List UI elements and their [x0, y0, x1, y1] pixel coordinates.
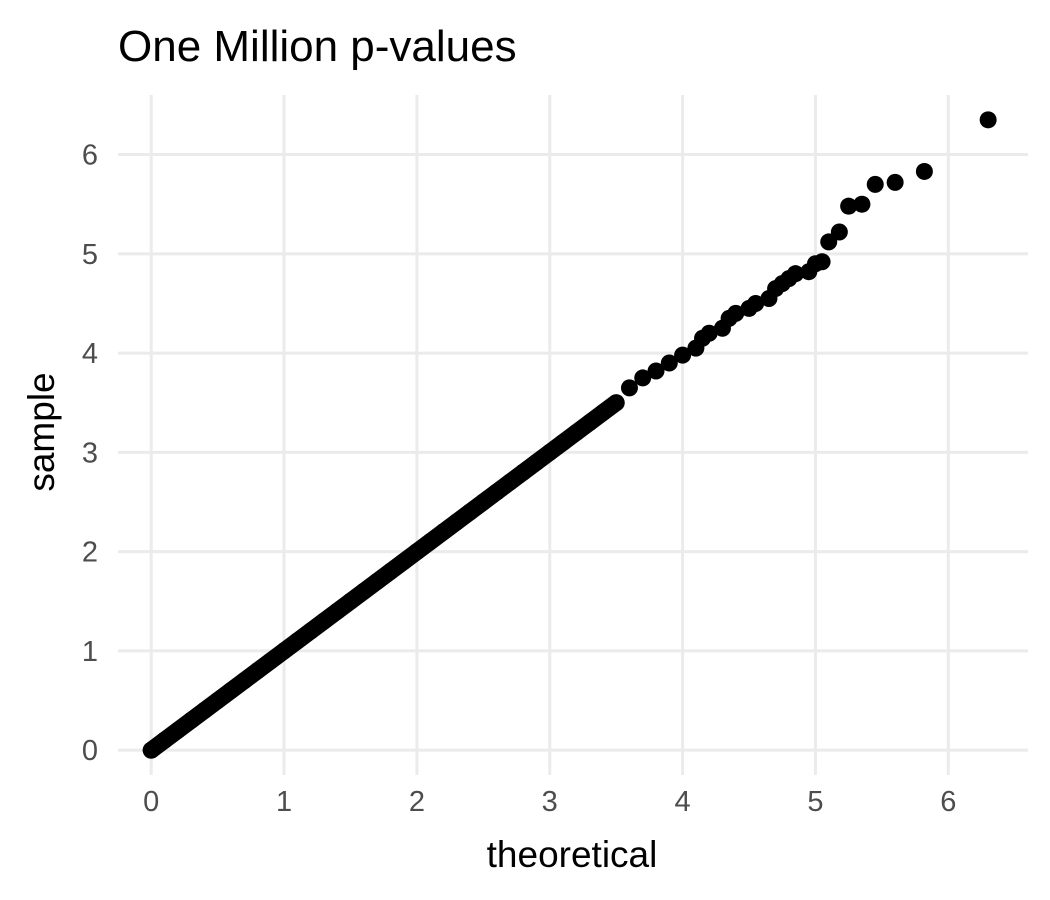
data-point [488, 483, 506, 501]
data-point [607, 394, 625, 412]
data-point [634, 369, 652, 387]
y-axis-title: sample [21, 372, 62, 491]
data-point [886, 173, 904, 191]
data-point [434, 523, 452, 541]
data-point [395, 553, 413, 571]
data-point [474, 493, 492, 511]
data-point [853, 195, 871, 213]
data-point [275, 642, 293, 660]
x-tick-label: 0 [143, 786, 159, 818]
data-point [355, 582, 373, 600]
data-point [341, 592, 359, 610]
x-tick-label: 2 [409, 786, 425, 818]
data-point [248, 662, 266, 680]
data-point [142, 741, 160, 759]
data-point [381, 562, 399, 580]
x-tick-labels: 0 1 2 3 4 5 6 [143, 786, 956, 818]
data-point [195, 701, 213, 719]
data-point [235, 672, 253, 690]
data-point [915, 162, 933, 180]
data-point [594, 404, 612, 422]
data-point [813, 253, 831, 271]
data-point [262, 652, 280, 670]
data-point [620, 379, 638, 397]
data-point [787, 265, 805, 283]
data-point [315, 612, 333, 630]
x-tick-label: 3 [542, 786, 558, 818]
y-tick-label: 6 [82, 140, 98, 172]
data-point [461, 503, 479, 521]
data-point [302, 622, 320, 640]
data-point [368, 572, 386, 590]
data-point [581, 414, 599, 432]
data-point [222, 682, 240, 700]
data-point [747, 294, 765, 312]
y-tick-label: 5 [82, 239, 98, 271]
y-tick-label: 4 [82, 338, 98, 370]
y-tick-label: 0 [82, 735, 98, 767]
data-point [866, 175, 884, 193]
data-point [567, 424, 585, 442]
data-point [408, 543, 426, 561]
data-point [288, 632, 306, 650]
data-point [169, 721, 187, 739]
data-point [155, 731, 173, 749]
data-point [727, 304, 745, 322]
data-point [527, 453, 545, 471]
data-point [979, 111, 997, 129]
data-point [421, 533, 439, 551]
y-tick-label: 3 [82, 437, 98, 469]
data-point [674, 346, 692, 364]
x-tick-label: 4 [675, 786, 691, 818]
x-axis-title: theoretical [487, 834, 658, 875]
data-point [182, 711, 200, 729]
data-point [647, 362, 665, 380]
x-tick-label: 5 [807, 786, 823, 818]
data-point [660, 354, 678, 372]
y-tick-label: 1 [82, 636, 98, 668]
x-tick-label: 1 [276, 786, 292, 818]
data-point [209, 692, 227, 710]
y-tick-labels: 0 1 2 3 4 5 6 [82, 140, 98, 768]
points [142, 111, 997, 759]
data-point [541, 443, 559, 461]
data-point [448, 513, 466, 531]
data-point [501, 473, 519, 491]
data-point [700, 324, 718, 342]
data-point [514, 463, 532, 481]
data-point [820, 233, 838, 251]
chart-title: One Million p-values [118, 22, 517, 71]
data-point [328, 602, 346, 620]
data-point [830, 223, 848, 241]
y-tick-label: 2 [82, 537, 98, 569]
data-point [554, 433, 572, 451]
grid [118, 95, 1028, 775]
data-point [840, 197, 858, 215]
x-tick-label: 6 [940, 786, 956, 818]
